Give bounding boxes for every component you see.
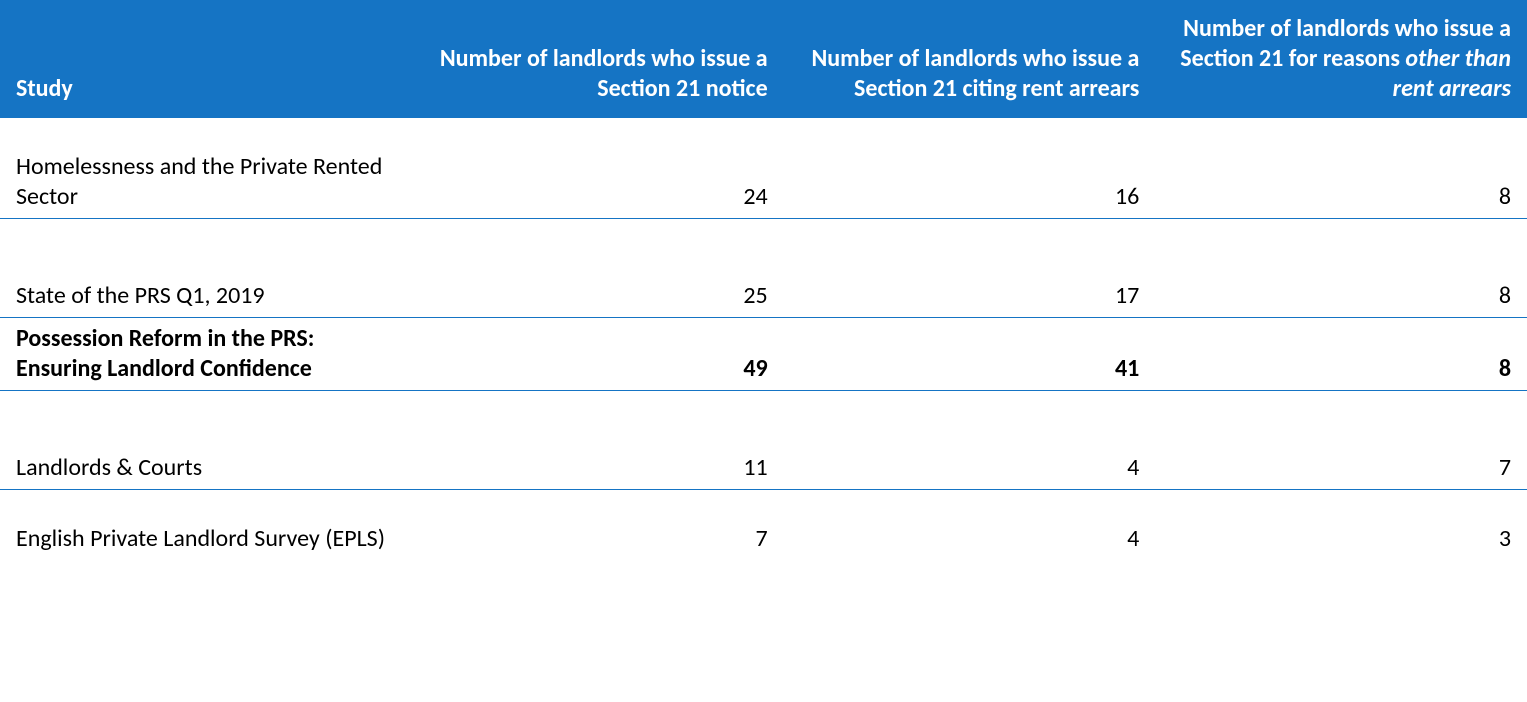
table-row: Possession Reform in the PRS: Ensuring L… (0, 318, 1527, 391)
header-col2: Number of landlords who issue a Section … (784, 0, 1156, 118)
cell-v1: 11 (412, 447, 784, 490)
table-row: Homelessness and the Private Rented Sect… (0, 146, 1527, 219)
table-header: Study Number of landlords who issue a Se… (0, 0, 1527, 118)
cell-v2: 4 (784, 447, 1156, 490)
cell-v3: 8 (1155, 275, 1527, 318)
cell-v2: 41 (784, 318, 1156, 391)
cell-v2: 17 (784, 275, 1156, 318)
cell-v1: 49 (412, 318, 784, 391)
cell-v1: 7 (412, 518, 784, 560)
cell-v3: 3 (1155, 518, 1527, 560)
table-row: Landlords & Courts 11 4 7 (0, 447, 1527, 490)
cell-v3: 8 (1155, 146, 1527, 219)
header-col1: Number of landlords who issue a Section … (412, 0, 784, 118)
cell-study: Possession Reform in the PRS: Ensuring L… (0, 318, 412, 391)
cell-study: Homelessness and the Private Rented Sect… (0, 146, 412, 219)
table-row: English Private Landlord Survey (EPLS) 7… (0, 518, 1527, 560)
header-col3-italic: other than rent arrears (1393, 44, 1511, 103)
cell-v1: 25 (412, 275, 784, 318)
cell-v3: 7 (1155, 447, 1527, 490)
cell-study: State of the PRS Q1, 2019 (0, 275, 412, 318)
header-col3: Number of landlords who issue a Section … (1155, 0, 1527, 118)
table-container: Study Number of landlords who issue a Se… (0, 0, 1527, 560)
cell-study: English Private Landlord Survey (EPLS) (0, 518, 412, 560)
table-row: State of the PRS Q1, 2019 25 17 8 (0, 275, 1527, 318)
cell-study: Landlords & Courts (0, 447, 412, 490)
section21-table: Study Number of landlords who issue a Se… (0, 0, 1527, 560)
cell-v1: 24 (412, 146, 784, 219)
cell-v3: 8 (1155, 318, 1527, 391)
header-study: Study (0, 0, 412, 118)
table-body: Homelessness and the Private Rented Sect… (0, 118, 1527, 560)
cell-v2: 16 (784, 146, 1156, 219)
cell-v2: 4 (784, 518, 1156, 560)
